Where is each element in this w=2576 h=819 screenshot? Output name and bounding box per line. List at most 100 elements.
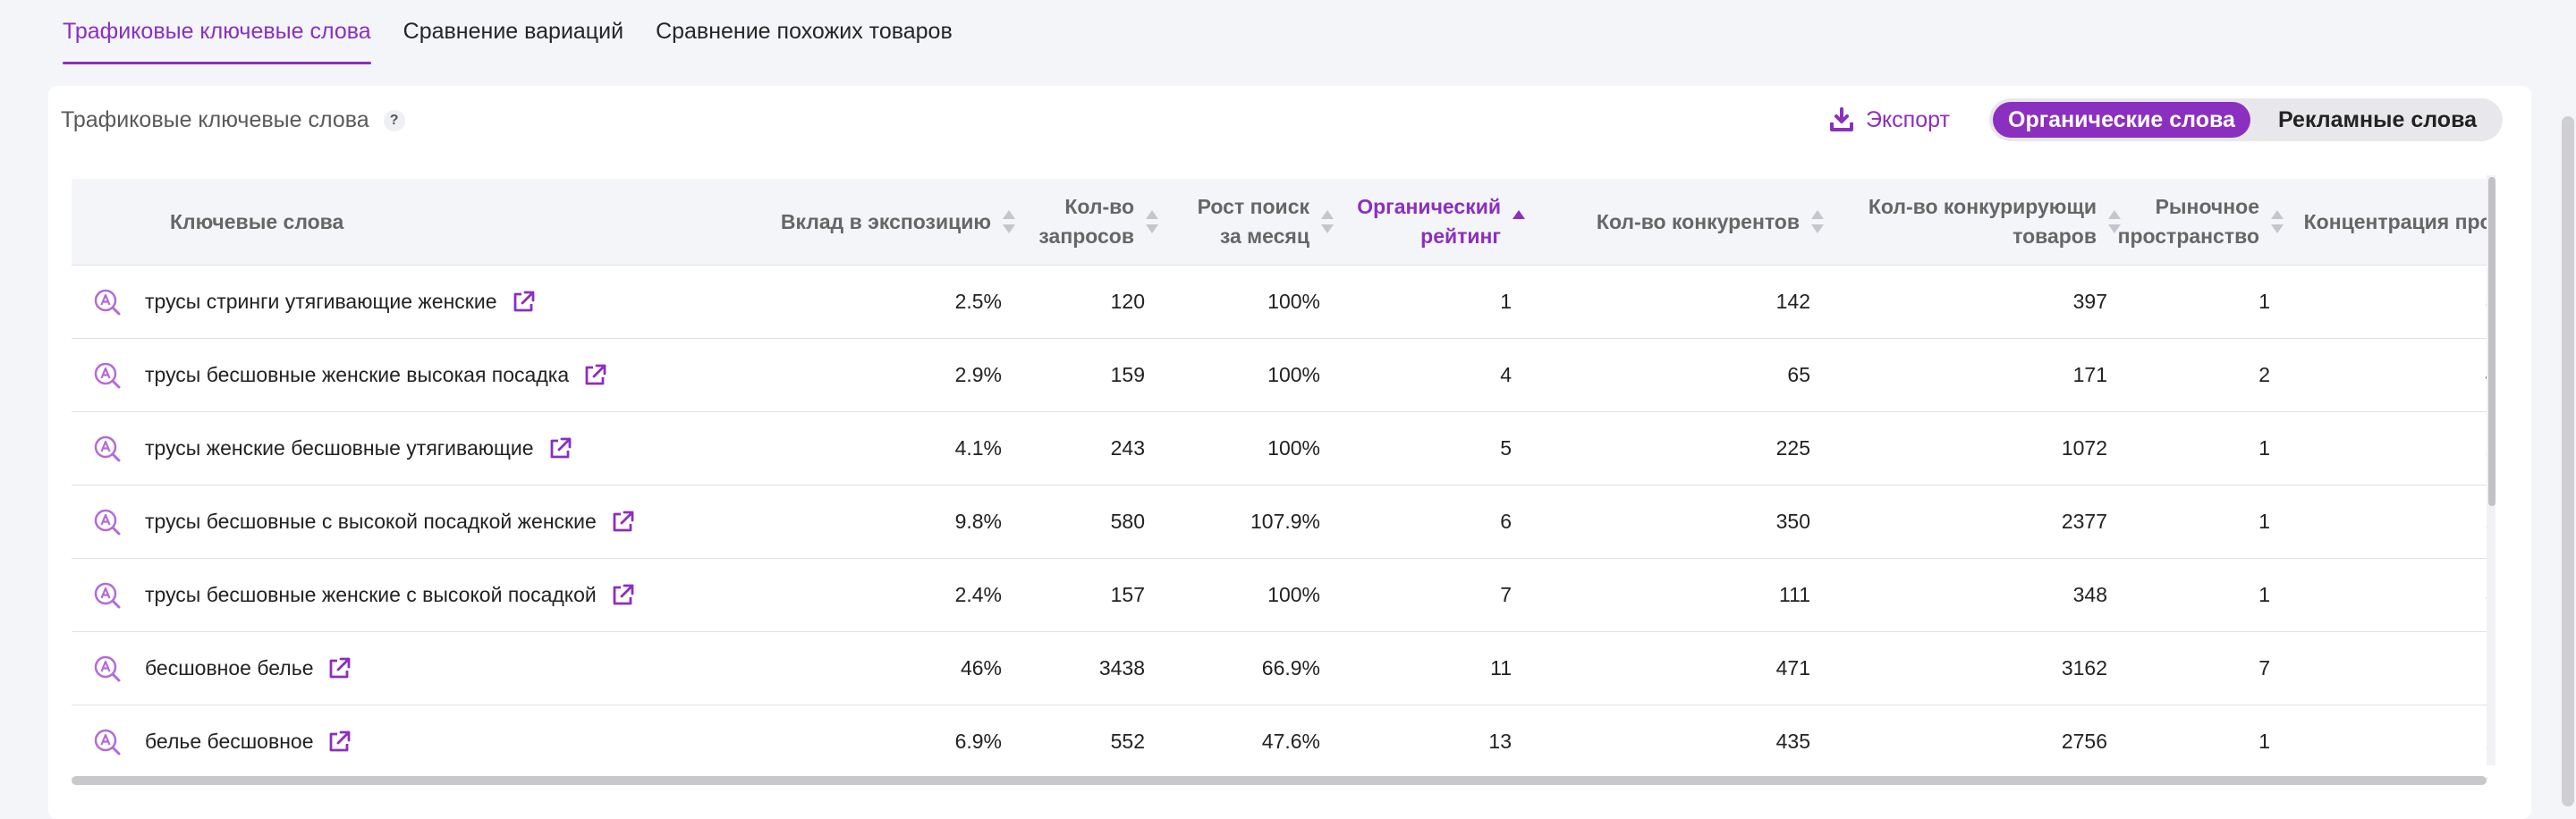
keyword-cell: трусы стринги утягивающие женские [145,266,537,338]
cell-growth: 66.9% [1261,656,1320,680]
sort-icon [1320,208,1335,235]
col-keyword: Ключевые слова [170,179,343,265]
cell-exposure: 2.9% [954,363,1002,386]
cell-concentration: 23.9% [2288,412,2488,485]
sort-icon [1145,208,1159,235]
cell-growth: 107.9% [1250,510,1320,533]
cell-exposure: 6.9% [954,730,1002,753]
export-button[interactable]: Экспорт [1828,104,1950,136]
keywords-card: Трафиковые ключевые слова ? Экспорт Орга… [48,86,2531,819]
tab-traffic-keywords[interactable]: Трафиковые ключевые слова [63,0,371,64]
cell-concentration: 32.5% [2288,266,2488,338]
external-link-icon[interactable] [326,729,352,756]
keyword-text: белье бесшовное [145,730,314,753]
cell-requests: 159 [1110,363,1145,386]
organic-words-option[interactable]: Органические слова [1993,102,2250,138]
page-scrollbar[interactable] [2562,116,2574,806]
cell-competitors: 142 [1775,290,1810,313]
external-link-icon[interactable] [510,289,537,316]
export-label: Экспорт [1866,106,1950,132]
cell-requests: 552 [1110,730,1145,753]
col-exposure[interactable]: Вклад в экспозицию [644,179,1016,265]
table-header: Ключевые слова Вклад в экспозицию Кол-во… [72,179,2488,266]
keyword-search-icon[interactable] [93,288,122,317]
cell-market: 1 [2258,730,2270,753]
help-icon[interactable]: ? [383,109,405,131]
tabs-bar: Трафиковые ключевые слова Сравнение вари… [63,0,953,64]
sort-asc-icon [1512,208,1526,235]
cell-organic: 6 [1500,510,1512,533]
keyword-text: трусы стринги утягивающие женские [145,290,497,313]
external-link-icon[interactable] [609,509,636,536]
keyword-search-icon[interactable] [93,435,122,463]
table-row: бесшовное белье 46% 3438 66.9% 11 471 3162 7 19.… [72,632,2488,705]
col-market-space[interactable]: Рыночное пространство [2118,179,2284,265]
col-sales-concentration[interactable]: Концентрация продаж [2288,179,2488,265]
external-link-icon[interactable] [609,582,636,609]
keyword-search-icon[interactable] [93,728,122,756]
col-competing-goods-label: Кол-во конкурирующи товаров [1868,195,2097,248]
cell-requests: 120 [1110,290,1145,313]
cell-requests: 3438 [1098,656,1145,680]
cell-market: 1 [2258,436,2270,460]
cell-concentration: 37.1% [2288,559,2488,631]
cell-exposure: 4.1% [954,436,1002,460]
col-competing-goods[interactable]: Кол-во конкурирующи товаров [1828,179,2122,265]
external-link-icon[interactable] [326,655,352,682]
table-vertical-scrollbar[interactable] [2488,177,2496,506]
cell-organic: 11 [1490,656,1512,680]
table-row: трусы бесшовные женские высокая посадка 2… [72,339,2488,412]
card-title: Трафиковые ключевые слова [61,107,369,132]
cell-concentration: 41.6% [2288,339,2488,411]
cell-growth: 100% [1267,436,1320,460]
keyword-text: трусы бесшовные женские высокая посадка [145,363,570,386]
keyword-cell: трусы бесшовные с высокой посадкой женск… [145,485,636,558]
external-link-icon[interactable] [547,435,573,462]
cell-organic: 1 [1500,290,1512,313]
cell-market: 1 [2258,290,2270,313]
col-requests[interactable]: Кол-во запросов [1020,179,1159,265]
keyword-search-icon[interactable] [93,654,122,683]
cell-growth: 100% [1267,290,1320,313]
cell-growth: 100% [1267,363,1320,386]
cell-growth: 100% [1267,583,1320,606]
external-link-icon[interactable] [581,362,608,389]
keyword-cell: трусы бесшовные женские высокая посадка [145,339,608,411]
col-competitors[interactable]: Кол-во конкурентов [1530,179,1825,265]
cell-market: 2 [2258,363,2270,386]
cell-comp-goods: 2756 [2061,730,2107,753]
keyword-type-toggle: Органические слова Рекламные слова [1989,98,2503,141]
tab-variations-compare[interactable]: Сравнение вариаций [402,19,624,44]
keyword-search-icon[interactable] [93,361,122,390]
col-growth[interactable]: Рост поиск за месяц [1163,179,1335,265]
keyword-cell: трусы бесшовные женские с высокой посадк… [145,559,636,631]
table-row: трусы стринги утягивающие женские 2.5% 120… [72,266,2488,339]
cell-competitors: 435 [1775,730,1810,753]
sort-icon [2270,208,2284,235]
keyword-text: трусы женские бесшовные утягивающие [145,436,534,460]
col-requests-label: Кол-во запросов [1038,195,1134,248]
cell-requests: 157 [1110,583,1145,606]
keyword-text: трусы бесшовные женские с высокой посадк… [145,583,597,606]
cell-growth: 47.6% [1261,730,1320,753]
col-growth-label: Рост поиск за месяц [1197,195,1309,248]
cell-organic: 13 [1488,730,1512,753]
cell-concentration: 20.7% [2288,705,2488,778]
cell-organic: 5 [1500,436,1512,460]
keyword-search-icon[interactable] [93,581,122,610]
sort-icon [2107,208,2122,235]
tab-similar-products-compare[interactable]: Сравнение похожих товаров [656,19,953,44]
col-organic-rating[interactable]: Органический рейтинг [1338,179,1526,265]
cell-requests: 580 [1110,510,1145,533]
cell-organic: 4 [1500,363,1512,386]
keyword-search-icon[interactable] [93,508,122,536]
table-horizontal-scrollbar[interactable] [72,776,2487,785]
cell-comp-goods: 3162 [2061,656,2107,680]
table-row: трусы женские бесшовные утягивающие 4.1% 2… [72,412,2488,485]
cell-competitors: 65 [1787,363,1810,386]
cell-competitors: 471 [1775,656,1810,680]
table-row: трусы бесшовные женские с высокой посадк… [72,559,2488,632]
ad-words-option[interactable]: Рекламные слова [2277,106,2478,132]
col-competitors-label: Кол-во конкурентов [1596,209,1800,233]
cell-comp-goods: 171 [2072,363,2107,386]
